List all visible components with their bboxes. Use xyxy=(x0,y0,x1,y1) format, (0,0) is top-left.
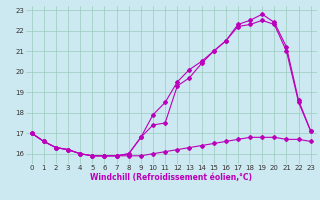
X-axis label: Windchill (Refroidissement éolien,°C): Windchill (Refroidissement éolien,°C) xyxy=(90,173,252,182)
